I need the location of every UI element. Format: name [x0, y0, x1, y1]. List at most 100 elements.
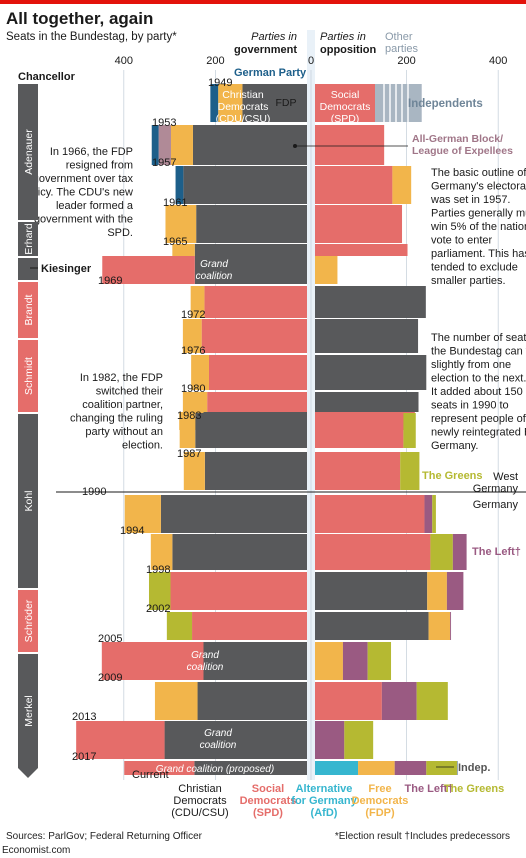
year-label-2002: 2002 [146, 603, 170, 615]
government-bar-2013-spd [76, 721, 165, 759]
annotation-seat-count: the Bundestag can vary [431, 346, 526, 358]
annotation-seat-count: newly reintegrated East [431, 427, 526, 439]
government-bar-1998-greens [148, 572, 171, 610]
government-bar-1994-cducsu [172, 534, 307, 570]
government-bar-2005-cducsu [203, 642, 307, 680]
annotation-fdp-1966: policy. The CDU's new [23, 187, 133, 199]
chancellor-bar-brandt [18, 282, 38, 338]
opposition-bar-2005-greens [367, 642, 392, 680]
year-label-1972: 1972 [181, 309, 205, 321]
callout-german-party: German Party [234, 67, 307, 79]
other-parties-stripe [394, 84, 397, 122]
annotation-electoral-law: parliament. This has [431, 248, 526, 260]
opposition-bar-Current-greens [426, 761, 457, 775]
chancellor-label-kohl: Kohl [23, 490, 35, 511]
annotation-fdp-1982: switched their [96, 386, 164, 398]
opposition-bar-1987-greens [400, 452, 420, 490]
legend-fdp: Democrats [352, 795, 409, 807]
left-header: Parties in [251, 31, 297, 43]
chancellor-bar-merkel [18, 654, 38, 768]
legend-spd: Social [252, 783, 284, 795]
government-bar-1953-cducsu [192, 125, 307, 165]
chancellor-label-schröder: Schröder [23, 599, 35, 642]
bar-label-spd: (SPD) [331, 113, 360, 125]
opposition-bar-2002-left [450, 612, 452, 640]
opposition-bar-1983-spd [315, 413, 404, 448]
annotation-seat-count: represent people of the [431, 413, 526, 425]
legend-left: The Left† [405, 783, 454, 795]
government-bar-1990-fdp [124, 495, 161, 533]
opposition-bar-2009-left [381, 682, 417, 720]
annotation-seat-count: election to the next. [431, 373, 526, 385]
opposition-bar-1976-cducsu [315, 355, 427, 390]
opposition-bar-2002-fdp [428, 612, 451, 640]
opposition-bar-1980-cducsu [315, 392, 419, 412]
opposition-bar-1987-spd [315, 452, 401, 490]
opposition-bar-1994-left [452, 534, 467, 570]
year-label-1980: 1980 [181, 383, 205, 395]
right-header: Parties in [320, 31, 366, 43]
annotation-fdp-1966: government over tax [33, 173, 134, 185]
year-label-2009: 2009 [98, 672, 122, 684]
annotation-fdp-1966: In 1966, the FDP [50, 146, 133, 158]
annotation-fdp-1966: government with the [34, 214, 133, 226]
bar-label-cdu: (CDU/CSU) [216, 113, 271, 125]
bar-label-grand-coalition: Grand [200, 259, 228, 270]
government-bar-1965-fdp [172, 244, 195, 256]
government-bar-1983-fdp [179, 413, 196, 448]
opposition-bar-Current-afd [315, 761, 359, 775]
chancellor-label-kiesinger: Kiesinger [41, 263, 92, 275]
chancellor-bar-kiesinger [18, 258, 38, 280]
divider-label-germany: Germany [473, 499, 519, 511]
year-label-2013: 2013 [72, 711, 96, 723]
brand-credit: Economist.com [2, 845, 71, 856]
legend-spd: (SPD) [253, 807, 283, 819]
bar-label-spd: Democrats [320, 101, 371, 113]
government-bar-2009-fdp [154, 682, 198, 720]
government-bar-1969-fdp [190, 286, 205, 318]
legend-fdp: Free [368, 783, 391, 795]
callout-bhe: League of Expellees [412, 145, 513, 157]
year-label-1983: 1983 [177, 410, 201, 422]
opposition-bar-2009-greens [416, 682, 448, 720]
year-label-1965: 1965 [163, 236, 187, 248]
footnote: *Election result †Includes predecessors [334, 831, 510, 842]
year-label-1961: 1961 [163, 197, 187, 209]
annotation-electoral-law: smaller parties. [431, 275, 506, 287]
opposition-bar-2013-greens [344, 721, 374, 759]
year-label-1957: 1957 [152, 157, 176, 169]
chart-subtitle: Seats in the Bundestag, by party* [6, 31, 177, 43]
chancellor-label-merkel: Merkel [23, 695, 35, 727]
sources-note: Sources: ParlGov; Federal Returning Offi… [6, 831, 203, 842]
government-bar-1983-cducsu [195, 413, 307, 448]
opposition-bar-1990-greens [432, 495, 436, 533]
chancellor-label-adenauer: Adenauer [23, 129, 35, 175]
annotation-electoral-law: The basic outline of [431, 167, 526, 179]
callout-dot-bhe [293, 144, 297, 148]
annotation-fdp-1966: resigned from [66, 160, 133, 172]
chancellor-label-erhard: Erhard [23, 223, 35, 255]
government-bar-1972-spd [201, 319, 307, 353]
chancellor-header: Chancellor [18, 71, 76, 83]
callout-bhe: All-German Block/ [412, 133, 503, 145]
government-bar-1949-cducsu [242, 84, 307, 122]
government-bar-1976-fdp [191, 355, 209, 390]
chancellor-arrow [18, 768, 38, 778]
annotation-electoral-law: was set in 1957. [430, 194, 511, 206]
divider-label-west: Germany [473, 483, 519, 495]
year-label-Current: Current [132, 769, 169, 781]
annotation-electoral-law: Germany's electoral law [431, 181, 526, 193]
annotation-fdp-1966: SPD. [107, 227, 133, 239]
opposition-bar-1949-spd [315, 84, 375, 122]
annotation-seat-count: It added about 150 [431, 386, 523, 398]
bar-label-cdu: Democrats [218, 101, 269, 113]
axis-tick-label: 200 [397, 55, 415, 67]
chancellor-bar-kohl [18, 414, 38, 588]
callout-left: The Left† [472, 546, 521, 558]
opposition-bar-2013-left [315, 721, 345, 759]
government-bar-1980-fdp [182, 392, 208, 412]
opposition-bar-1969-cducsu [315, 286, 426, 318]
opposition-bar-1957-fdp [392, 166, 412, 204]
government-bar-2005-spd [101, 642, 204, 680]
